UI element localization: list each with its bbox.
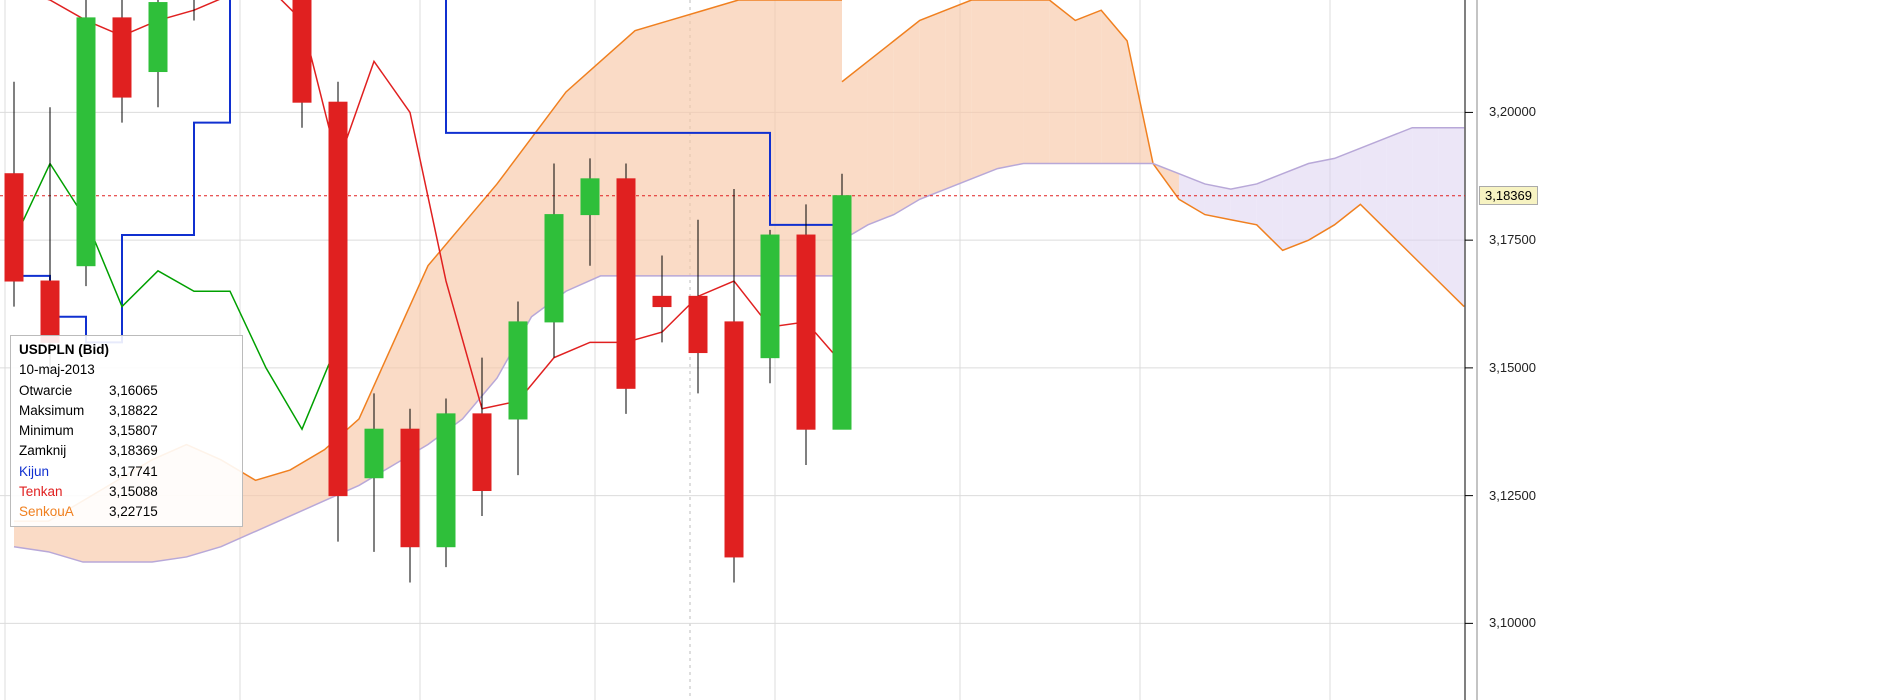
info-date: 10-maj-2013 [19, 360, 234, 380]
info-row-value: 3,16065 [109, 381, 158, 401]
info-row-value: 3,15088 [109, 482, 158, 502]
yaxis-tick-label: 3,12500 [1483, 488, 1542, 503]
info-row-label: Tenkan [19, 482, 109, 502]
yaxis-tick-label: 3,17500 [1483, 232, 1542, 247]
info-title: USDPLN (Bid) [19, 340, 234, 360]
info-row-label: Minimum [19, 421, 109, 441]
ohlc-info-box: USDPLN (Bid) 10-maj-2013 Otwarcie3,16065… [10, 335, 243, 527]
yaxis-tick-label: 3,15000 [1483, 360, 1542, 375]
info-row-label: Zamknij [19, 441, 109, 461]
yaxis-tick-label: 3,20000 [1483, 104, 1542, 119]
info-row-label: SenkouA [19, 502, 109, 522]
info-row-value: 3,18822 [109, 401, 158, 421]
info-row-value: 3,22715 [109, 502, 158, 522]
price-chart-svg [0, 0, 1900, 700]
yaxis-tick-label: 3,10000 [1483, 615, 1542, 630]
info-row-label: Maksimum [19, 401, 109, 421]
info-row-value: 3,15807 [109, 421, 158, 441]
info-row-value: 3,18369 [109, 441, 158, 461]
chart-container[interactable]: USDPLN (Bid) 10-maj-2013 Otwarcie3,16065… [0, 0, 1900, 700]
info-row-label: Kijun [19, 462, 109, 482]
info-row-value: 3,17741 [109, 462, 158, 482]
current-price-tag: 3,18369 [1479, 186, 1538, 205]
info-row-label: Otwarcie [19, 381, 109, 401]
